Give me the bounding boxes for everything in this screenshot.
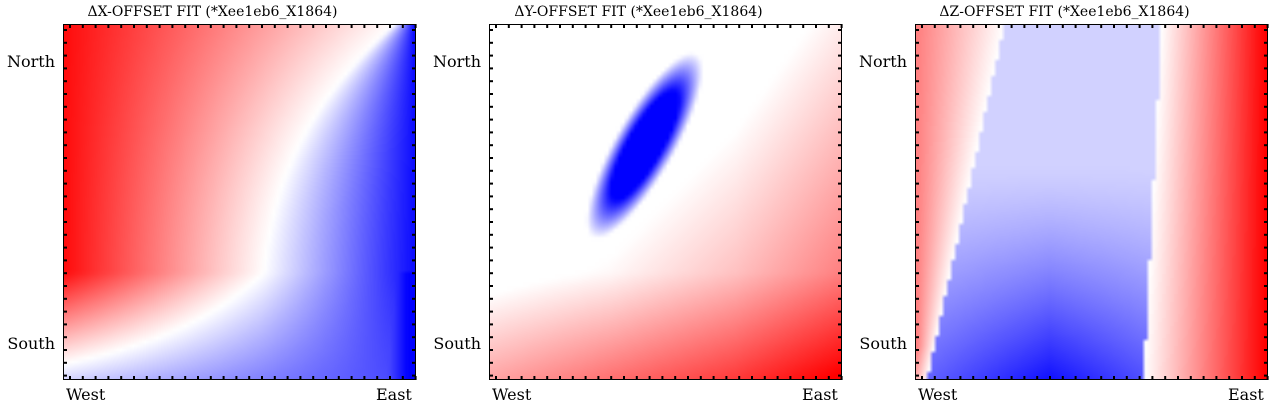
x-tick-label-west: West <box>918 385 958 404</box>
chart-title: ΔY-OFFSET FIT (*Xee1eb6_X1864) <box>514 4 763 20</box>
x-tick-label-east: East <box>1228 385 1264 404</box>
heatmap-plot <box>915 24 1269 380</box>
dz-offset-panel: ΔZ-OFFSET FIT (*Xee1eb6_X1864) North Sou… <box>852 0 1275 411</box>
y-tick-label-south: South <box>7 334 55 353</box>
heatmap-image <box>63 24 416 380</box>
heatmap-plot <box>489 24 843 380</box>
y-tick-label-north: North <box>432 52 481 71</box>
axes-border <box>63 24 416 380</box>
axes-border <box>489 24 842 380</box>
heatmap-plot <box>63 24 417 380</box>
chart-title: ΔZ-OFFSET FIT (*Xee1eb6_X1864) <box>939 4 1190 20</box>
axes-frame <box>489 24 843 380</box>
x-tick-label-west: West <box>492 385 532 404</box>
dy-offset-panel: ΔY-OFFSET FIT (*Xee1eb6_X1864) North Sou… <box>426 0 851 411</box>
y-tick-label-north: North <box>6 52 55 71</box>
y-tick-label-north: North <box>858 52 907 71</box>
x-tick-label-east: East <box>802 385 838 404</box>
dx-offset-panel: ΔX-OFFSET FIT (*Xee1eb6_X1864) North Sou… <box>0 0 425 411</box>
axes-frame <box>915 24 1269 380</box>
heatmap-image <box>915 24 1268 380</box>
y-tick-label-south: South <box>433 334 481 353</box>
y-tick-label-south: South <box>859 334 907 353</box>
x-tick-label-east: East <box>376 385 412 404</box>
axes-frame <box>63 24 417 380</box>
axes-border <box>915 24 1268 380</box>
x-tick-label-west: West <box>66 385 106 404</box>
chart-title: ΔX-OFFSET FIT (*Xee1eb6_X1864) <box>87 4 338 20</box>
heatmap-image <box>489 24 842 380</box>
